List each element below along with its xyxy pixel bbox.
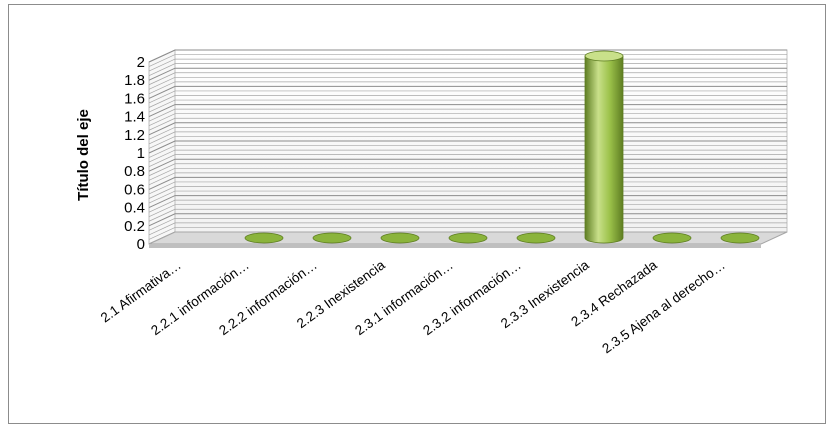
bar <box>584 50 624 244</box>
y-tick-label: 1.8 <box>124 72 145 89</box>
gridline <box>148 154 787 167</box>
bar-top <box>584 50 624 62</box>
bar-body <box>584 55 624 244</box>
gridline <box>148 63 787 76</box>
bars <box>244 50 760 244</box>
x-tick-label: 2.3.5 Ajena al derecho… <box>599 257 727 356</box>
gridline <box>148 167 787 181</box>
gridline <box>148 213 787 227</box>
gridline <box>148 218 787 231</box>
y-tick-label: 0.8 <box>124 163 145 180</box>
gridline <box>148 208 787 222</box>
y-tick-label: 1.4 <box>124 109 145 126</box>
gridline <box>148 95 787 108</box>
gridline <box>148 67 787 81</box>
y-tick-label: 1 <box>137 145 145 162</box>
gridline <box>148 58 787 72</box>
y-axis-title: Título del eje <box>75 109 92 201</box>
y-tick-label: 0.4 <box>124 200 145 217</box>
gridline <box>148 204 787 218</box>
gridline <box>148 104 787 118</box>
gridline <box>148 199 787 213</box>
bar <box>244 232 284 244</box>
gridline <box>148 176 787 190</box>
y-tick-label: 2 <box>137 54 145 71</box>
gridline <box>148 117 787 131</box>
gridline <box>148 113 787 127</box>
gridline <box>148 172 787 186</box>
gridline <box>148 108 787 122</box>
gridline <box>148 158 787 172</box>
gridline <box>148 72 787 86</box>
y-tick-labels: 00.20.4 0.60.811.21.4 1.61.82 <box>124 54 145 253</box>
chart-back-wall <box>148 49 788 245</box>
gridline <box>148 85 787 99</box>
gridline <box>148 149 787 163</box>
floor-edge <box>149 244 761 248</box>
bar <box>380 232 420 244</box>
gridline <box>148 54 787 67</box>
y-tick-label: 1.2 <box>124 127 145 144</box>
gridline <box>148 81 787 95</box>
gridlines <box>148 49 787 245</box>
bar <box>652 232 692 244</box>
gridline <box>148 99 787 113</box>
gridline <box>148 222 787 236</box>
gridline <box>148 126 787 140</box>
gridline <box>148 195 787 209</box>
gridline <box>148 131 787 145</box>
gridline <box>148 181 787 195</box>
x-tick-labels: 2.1 Afirmativa…2.2.1 información…2.2.2 i… <box>98 257 728 356</box>
bar <box>312 232 352 244</box>
bar-chart: 00.20.4 0.60.811.21.4 1.61.82 2.1 Afirmati… <box>75 49 788 356</box>
gridline <box>148 90 787 104</box>
chart-area: 0 0.2 0.4 0.6 0.8 1 1.2 1.4 1.6 1.8 2 2.1 Afirmati… <box>8 4 826 424</box>
gridline <box>148 122 787 136</box>
gridline <box>148 76 787 90</box>
y-tick-label: 0 <box>137 236 145 253</box>
gridline <box>148 227 787 240</box>
y-tick-label: 1.6 <box>124 90 145 107</box>
gridline <box>148 190 787 204</box>
y-tick-label: 0.6 <box>124 181 145 198</box>
gridline <box>148 136 787 149</box>
bar <box>516 232 556 244</box>
y-tick-label: 0.2 <box>124 218 145 235</box>
gridline <box>148 163 787 177</box>
bar <box>720 232 760 244</box>
bar <box>448 232 488 244</box>
gridline <box>148 140 787 154</box>
gridline <box>148 49 787 63</box>
gridline <box>148 186 787 199</box>
gridline <box>148 145 787 158</box>
